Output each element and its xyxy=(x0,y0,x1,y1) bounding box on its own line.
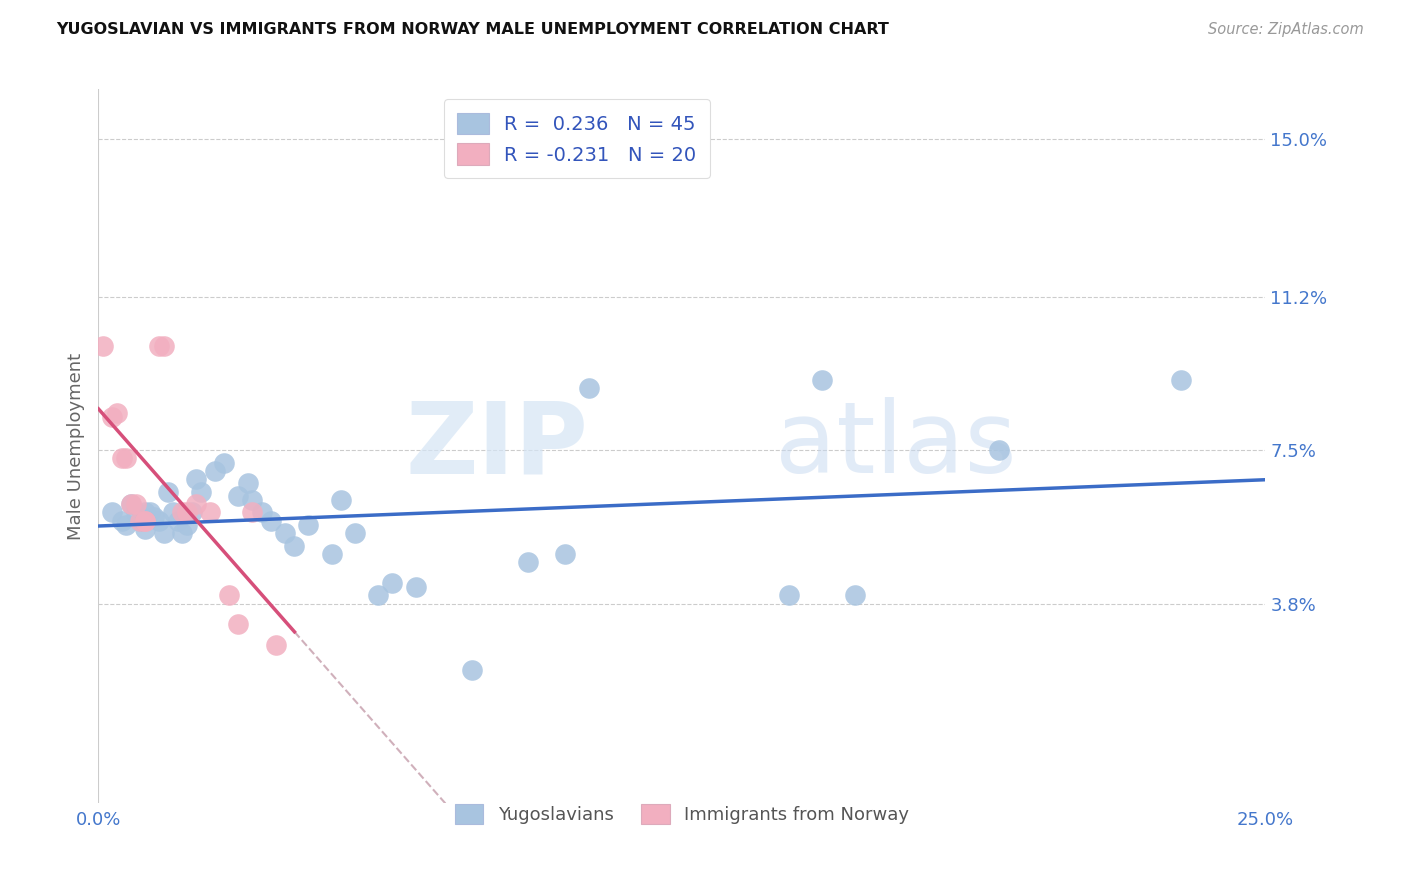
Text: atlas: atlas xyxy=(775,398,1017,494)
Point xyxy=(152,339,174,353)
Point xyxy=(321,547,343,561)
Point xyxy=(125,505,148,519)
Point xyxy=(101,409,124,424)
Point xyxy=(134,514,156,528)
Point xyxy=(152,526,174,541)
Point xyxy=(190,484,212,499)
Point xyxy=(260,514,283,528)
Point xyxy=(844,588,866,602)
Legend: Yugoslavians, Immigrants from Norway: Yugoslavians, Immigrants from Norway xyxy=(446,795,918,833)
Point xyxy=(274,526,297,541)
Point xyxy=(120,497,142,511)
Point xyxy=(204,464,226,478)
Point xyxy=(148,514,170,528)
Point xyxy=(214,456,236,470)
Point xyxy=(218,588,240,602)
Point xyxy=(405,580,427,594)
Point xyxy=(139,505,162,519)
Point xyxy=(115,451,138,466)
Point xyxy=(166,514,188,528)
Point xyxy=(91,339,114,353)
Y-axis label: Male Unemployment: Male Unemployment xyxy=(66,352,84,540)
Point xyxy=(186,472,208,486)
Point xyxy=(367,588,389,602)
Point xyxy=(186,497,208,511)
Text: Source: ZipAtlas.com: Source: ZipAtlas.com xyxy=(1208,22,1364,37)
Point xyxy=(200,505,222,519)
Point xyxy=(111,451,134,466)
Point xyxy=(125,497,148,511)
Point xyxy=(101,505,124,519)
Point xyxy=(242,492,264,507)
Point xyxy=(134,522,156,536)
Point xyxy=(578,381,600,395)
Point xyxy=(297,517,319,532)
Point xyxy=(344,526,367,541)
Point xyxy=(250,505,273,519)
Point xyxy=(516,555,538,569)
Point xyxy=(778,588,800,602)
Point xyxy=(176,517,198,532)
Point xyxy=(180,505,202,519)
Point xyxy=(330,492,353,507)
Point xyxy=(461,663,484,677)
Point xyxy=(129,514,152,528)
Point xyxy=(105,406,128,420)
Text: YUGOSLAVIAN VS IMMIGRANTS FROM NORWAY MALE UNEMPLOYMENT CORRELATION CHART: YUGOSLAVIAN VS IMMIGRANTS FROM NORWAY MA… xyxy=(56,22,889,37)
Point xyxy=(236,476,259,491)
Point xyxy=(172,526,194,541)
Point xyxy=(148,339,170,353)
Point xyxy=(283,539,305,553)
Point xyxy=(811,373,834,387)
Point xyxy=(157,484,180,499)
Point xyxy=(988,443,1011,458)
Point xyxy=(1170,373,1192,387)
Point xyxy=(381,575,404,590)
Point xyxy=(111,514,134,528)
Text: ZIP: ZIP xyxy=(406,398,589,494)
Point xyxy=(129,514,152,528)
Point xyxy=(228,489,250,503)
Point xyxy=(134,505,156,519)
Point xyxy=(134,514,156,528)
Point xyxy=(115,517,138,532)
Point xyxy=(242,505,264,519)
Point xyxy=(162,505,184,519)
Point xyxy=(264,638,287,652)
Point xyxy=(228,617,250,632)
Point xyxy=(176,505,198,519)
Point xyxy=(554,547,576,561)
Point xyxy=(143,509,166,524)
Point xyxy=(120,497,142,511)
Point xyxy=(172,505,194,519)
